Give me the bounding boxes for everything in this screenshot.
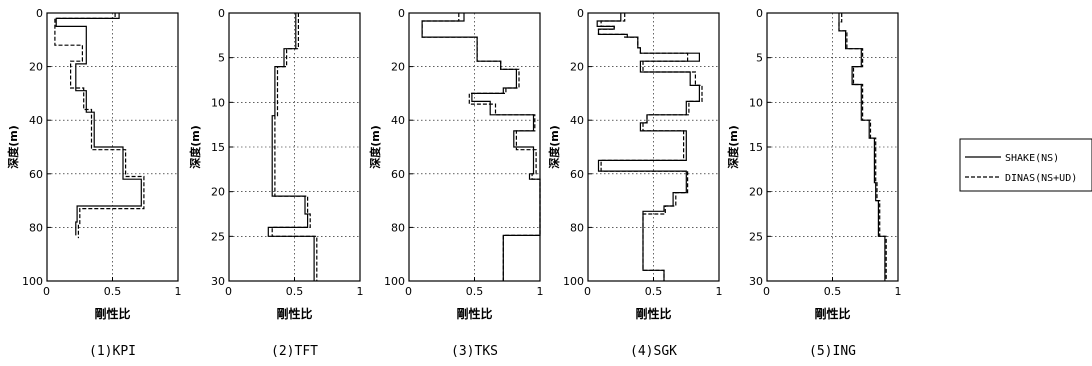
y-tick-label: 40 (391, 114, 405, 127)
y-axis-label: 深度(m) (6, 125, 20, 169)
y-tick-label: 0 (577, 7, 584, 20)
x-tick-label: 0 (405, 285, 412, 298)
y-tick-label: 80 (570, 221, 584, 234)
y-tick-label: 25 (749, 230, 763, 243)
legend-box (959, 138, 1092, 192)
series-dinas-line (838, 13, 887, 281)
y-tick-label: 40 (570, 114, 584, 127)
x-tick-label: 1 (716, 285, 723, 298)
series-shake-line (838, 13, 886, 281)
x-axis-label: 剛性比 (635, 306, 671, 321)
y-tick-label: 20 (570, 61, 584, 74)
legend-solid-label: SHAKE(NS) (1005, 153, 1059, 164)
x-axis-label: 剛性比 (276, 306, 312, 321)
x-tick-label: 0.5 (466, 285, 484, 298)
y-tick-label: 0 (36, 7, 43, 20)
y-tick-label: 15 (749, 141, 763, 154)
legend-dashed-label: DINAS(NS+UD) (1005, 173, 1077, 184)
x-tick-label: 0 (43, 285, 50, 298)
y-axis-label: 深度(m) (368, 125, 382, 169)
y-tick-label: 80 (391, 221, 405, 234)
legend: SHAKE(NS) DINAS(NS+UD) (959, 138, 1092, 192)
x-tick-label: 0 (225, 285, 232, 298)
y-tick-label: 60 (570, 168, 584, 181)
x-tick-label: 0.5 (824, 285, 842, 298)
y-tick-label: 0 (398, 7, 405, 20)
series-dinas-line (271, 13, 318, 281)
x-tick-label: 0.5 (286, 285, 304, 298)
y-tick-label: 30 (211, 275, 225, 288)
panel-caption: (3)TKS (451, 344, 498, 359)
y-tick-label: 5 (756, 52, 763, 65)
y-tick-label: 30 (749, 275, 763, 288)
y-tick-label: 20 (749, 186, 763, 199)
x-tick-label: 1 (175, 285, 182, 298)
y-tick-label: 60 (391, 168, 405, 181)
y-tick-label: 60 (29, 168, 43, 181)
x-tick-label: 0.5 (104, 285, 122, 298)
x-tick-label: 1 (537, 285, 544, 298)
y-tick-label: 5 (218, 52, 225, 65)
y-tick-label: 80 (29, 221, 43, 234)
panel-caption: (2)TFT (271, 344, 318, 359)
y-tick-label: 10 (211, 96, 225, 109)
y-tick-label: 100 (563, 275, 584, 288)
y-tick-label: 15 (211, 141, 225, 154)
y-tick-label: 100 (22, 275, 43, 288)
y-tick-label: 20 (391, 61, 405, 74)
y-tick-label: 0 (756, 7, 763, 20)
y-axis-label: 深度(m) (726, 125, 740, 169)
x-axis-label: 剛性比 (94, 306, 130, 321)
y-tick-label: 25 (211, 230, 225, 243)
series-dinas-line (597, 13, 703, 281)
x-axis-label: 剛性比 (814, 306, 850, 321)
panel-caption: (5)ING (809, 344, 856, 359)
series-dinas-line (421, 13, 541, 281)
y-tick-label: 10 (749, 96, 763, 109)
x-tick-label: 0 (763, 285, 770, 298)
x-tick-label: 1 (895, 285, 902, 298)
panel-caption: (4)SGK (630, 344, 677, 359)
y-axis-label: 深度(m) (547, 125, 561, 169)
series-shake-line (267, 13, 315, 281)
panel-caption: (1)KPI (89, 344, 136, 359)
x-tick-label: 0 (584, 285, 591, 298)
y-tick-label: 40 (29, 114, 43, 127)
series-shake-line (421, 13, 541, 281)
series-shake-line (596, 13, 701, 281)
y-tick-label: 100 (384, 275, 405, 288)
x-axis-label: 剛性比 (456, 306, 492, 321)
series-shake-line (55, 13, 142, 236)
y-tick-label: 20 (211, 186, 225, 199)
series-dinas-line (54, 13, 145, 239)
x-tick-label: 0.5 (645, 285, 663, 298)
y-tick-label: 20 (29, 61, 43, 74)
y-axis-label: 深度(m) (188, 125, 202, 169)
y-tick-label: 0 (218, 7, 225, 20)
x-tick-label: 1 (357, 285, 364, 298)
